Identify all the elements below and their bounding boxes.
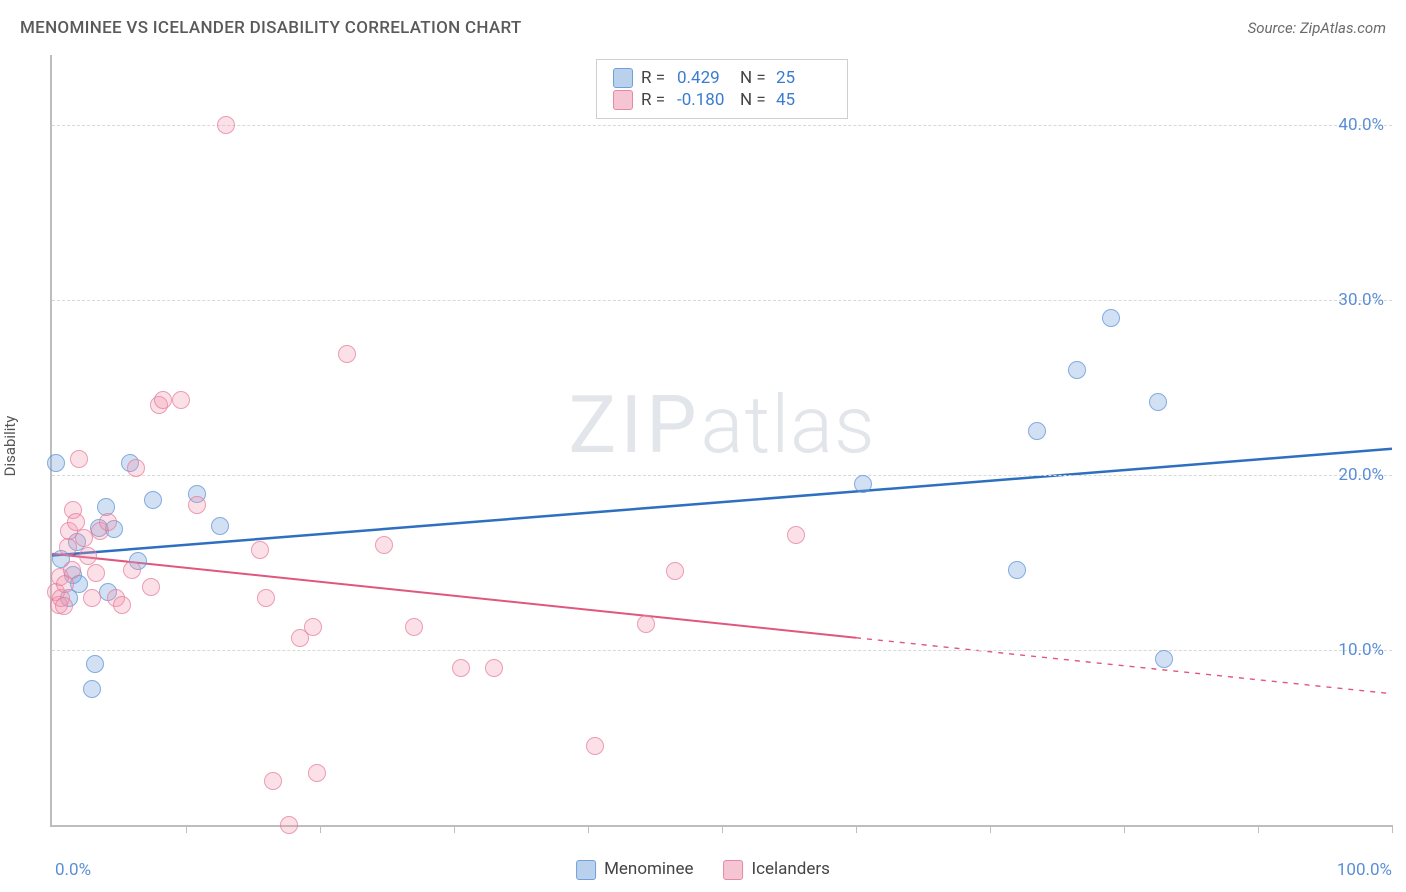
data-point bbox=[59, 538, 77, 556]
data-point bbox=[787, 526, 805, 544]
data-point bbox=[217, 116, 235, 134]
y-tick-label: 20.0% bbox=[1338, 465, 1384, 485]
data-point bbox=[188, 496, 206, 514]
data-point bbox=[99, 513, 117, 531]
swatch-pink-icon bbox=[723, 860, 743, 880]
data-point bbox=[142, 578, 160, 596]
data-point bbox=[154, 391, 172, 409]
data-point bbox=[83, 680, 101, 698]
x-tick bbox=[990, 825, 991, 833]
data-point bbox=[63, 561, 81, 579]
y-tick-label: 30.0% bbox=[1338, 290, 1384, 310]
y-axis-label: Disability bbox=[1, 416, 19, 477]
y-tick-label: 10.0% bbox=[1338, 640, 1384, 660]
data-point bbox=[211, 517, 229, 535]
data-point bbox=[1155, 650, 1173, 668]
stats-row-1: R = 0.429 N = 25 bbox=[613, 68, 831, 88]
x-tick bbox=[454, 825, 455, 833]
data-point bbox=[1149, 393, 1167, 411]
x-tick bbox=[320, 825, 321, 833]
data-point bbox=[338, 345, 356, 363]
x-tick bbox=[1258, 825, 1259, 833]
data-point bbox=[1102, 309, 1120, 327]
data-point bbox=[251, 541, 269, 559]
gridline bbox=[52, 650, 1392, 651]
data-point bbox=[123, 561, 141, 579]
y-tick-label: 40.0% bbox=[1338, 115, 1384, 135]
data-point bbox=[280, 816, 298, 834]
x-tick bbox=[186, 825, 187, 833]
x-tick bbox=[856, 825, 857, 833]
data-point bbox=[586, 737, 604, 755]
data-point bbox=[637, 615, 655, 633]
data-point bbox=[257, 589, 275, 607]
data-point bbox=[83, 589, 101, 607]
data-point bbox=[375, 536, 393, 554]
plot-area: ZIPatlas R = 0.429 N = 25 R = -0.180 N =… bbox=[50, 55, 1392, 827]
chart-title: MENOMINEE VS ICELANDER DISABILITY CORREL… bbox=[20, 18, 522, 38]
data-point bbox=[666, 562, 684, 580]
data-point bbox=[70, 450, 88, 468]
data-point bbox=[86, 655, 104, 673]
x-tick bbox=[588, 825, 589, 833]
swatch-pink-icon bbox=[613, 90, 633, 110]
data-point bbox=[47, 454, 65, 472]
source-label: Source: ZipAtlas.com bbox=[1248, 19, 1386, 37]
x-max-label: 100.0% bbox=[1337, 860, 1392, 880]
data-point bbox=[55, 597, 73, 615]
swatch-blue-icon bbox=[613, 68, 633, 88]
gridline bbox=[52, 300, 1392, 301]
stats-legend: R = 0.429 N = 25 R = -0.180 N = 45 bbox=[596, 59, 848, 119]
data-point bbox=[264, 772, 282, 790]
data-point bbox=[127, 459, 145, 477]
legend-item-icelanders: Icelanders bbox=[723, 859, 829, 880]
data-point bbox=[1028, 422, 1046, 440]
bottom-legend: Menominee Icelanders bbox=[576, 859, 830, 880]
data-point bbox=[87, 564, 105, 582]
data-point bbox=[172, 391, 190, 409]
trend-lines bbox=[52, 55, 1392, 825]
data-point bbox=[113, 596, 131, 614]
data-point bbox=[79, 547, 97, 565]
x-tick bbox=[722, 825, 723, 833]
data-point bbox=[304, 618, 322, 636]
data-point bbox=[485, 659, 503, 677]
x-tick bbox=[1392, 825, 1393, 833]
data-point bbox=[144, 491, 162, 509]
stats-row-2: R = -0.180 N = 45 bbox=[613, 90, 831, 110]
title-bar: MENOMINEE VS ICELANDER DISABILITY CORREL… bbox=[20, 18, 1386, 38]
x-tick bbox=[1124, 825, 1125, 833]
legend-item-menominee: Menominee bbox=[576, 859, 693, 880]
x-min-label: 0.0% bbox=[55, 860, 91, 880]
gridline bbox=[52, 475, 1392, 476]
data-point bbox=[1068, 361, 1086, 379]
data-point bbox=[452, 659, 470, 677]
data-point bbox=[308, 764, 326, 782]
gridline bbox=[52, 125, 1392, 126]
swatch-blue-icon bbox=[576, 860, 596, 880]
data-point bbox=[1008, 561, 1026, 579]
data-point bbox=[405, 618, 423, 636]
data-point bbox=[854, 475, 872, 493]
